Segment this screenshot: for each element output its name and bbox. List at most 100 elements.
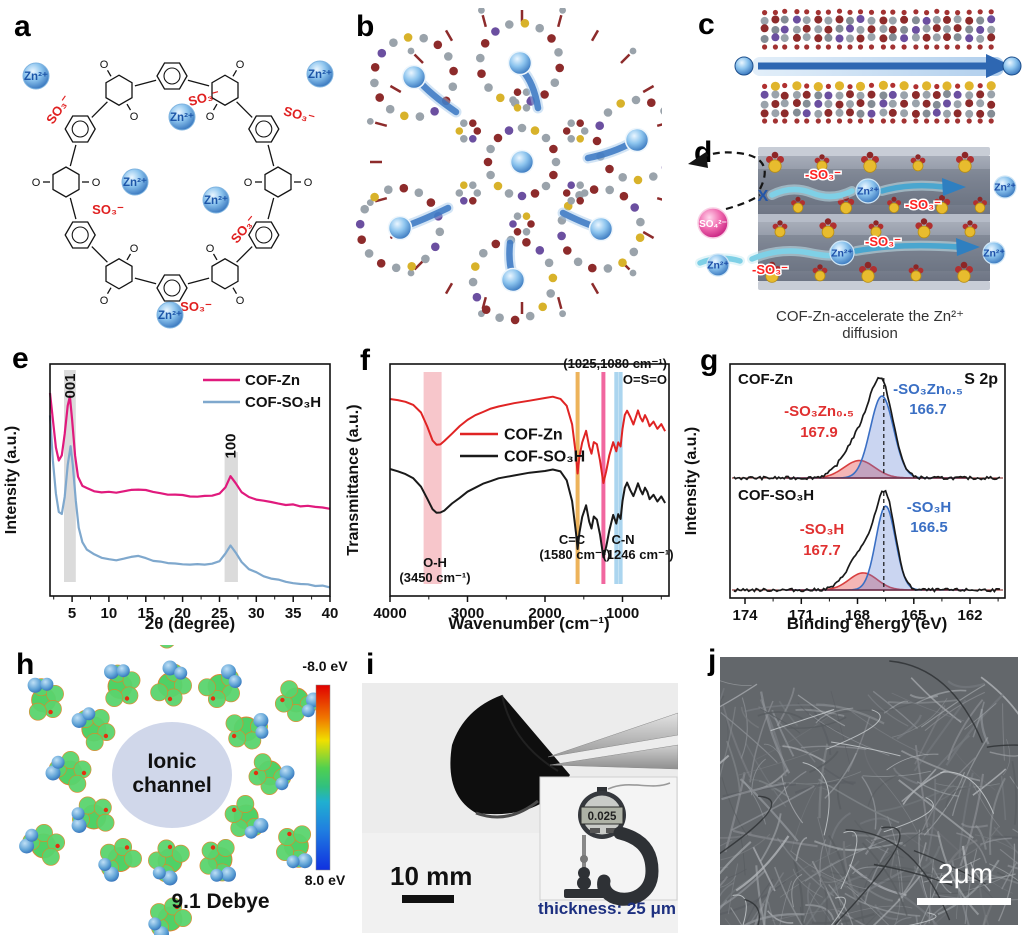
panel-g-xps-chart: COF-Zn -SO₃Zn₀.₅ 167.9 -SO₃Zn₀.₅ 166.7 COF-SO… xyxy=(683,363,1006,633)
ftir-ylabel: Transmittance (a.u.) xyxy=(345,404,362,555)
thickness-caption: thickness: 25 μm xyxy=(538,899,676,918)
so3-group-label: SO₃⁻ xyxy=(92,202,124,217)
ftir-xlabel: Wavenumber (cm⁻¹) xyxy=(448,614,609,633)
zn-ion-sphere xyxy=(500,267,526,293)
ftir-tick-label: 2000 xyxy=(528,605,561,622)
zn-ion-label: Zn²⁺ xyxy=(158,310,182,322)
ftir-annotation: (1580 cm⁻¹) xyxy=(539,547,610,562)
zn-ion-label: Zn²⁺ xyxy=(204,195,228,207)
xrd-tick-label: 40 xyxy=(322,605,339,622)
panel-e-xrd-chart: 5 10 15 20 25 30 35 40 001 100 COF-Zn COF-SO₃H 2θ (d… xyxy=(3,363,339,633)
so3-group-label: SO₃⁻ xyxy=(282,103,317,126)
zn-ion-sphere xyxy=(734,56,754,76)
sem-scale-label: 2μm xyxy=(938,858,994,889)
photo-scale-label: 10 mm xyxy=(390,861,473,891)
xps-tick-label: 174 xyxy=(732,607,758,624)
xps-tick-label: 162 xyxy=(957,607,982,624)
zn-ion-sphere xyxy=(1002,56,1022,76)
xps-peak-label: -SO₃H xyxy=(800,521,844,538)
panel-f-ftir-chart: 4000 3000 2000 1000 COF-Zn COF-SO₃H (1025,1080… xyxy=(345,356,674,633)
xps-tick-label: 171 xyxy=(789,607,814,624)
xps-ylabel: Intensity (a.u.) xyxy=(683,427,700,535)
zn-ion-label: Zn²⁺ xyxy=(994,182,1016,194)
panel-h-label: h xyxy=(16,648,35,681)
zn-ion-badge xyxy=(22,62,50,90)
zn-ion-sphere xyxy=(588,216,614,242)
xrd-curve-1 xyxy=(48,415,331,589)
zn-ion-sphere xyxy=(829,240,855,266)
zn-ion-sphere xyxy=(401,64,427,90)
panel-f-label: f xyxy=(360,344,370,377)
so3-site-label: -SO₃⁻ xyxy=(865,234,901,249)
panel-h-esp-map xyxy=(19,645,331,935)
xps-experimental-curve xyxy=(733,376,1001,482)
colorbar-max-label: -8.0 eV xyxy=(302,658,348,674)
zn-ion-badge xyxy=(121,168,149,196)
panel-a-label: a xyxy=(14,10,31,43)
zn-ion-label: Zn²⁺ xyxy=(123,177,147,189)
xps-tick-label: 168 xyxy=(845,607,870,624)
ftir-annotation: O-H xyxy=(423,555,447,570)
dipole-caption: 9.1 Debye xyxy=(171,890,270,913)
ftir-curve-0 xyxy=(389,395,666,484)
zn-ion-sphere xyxy=(509,149,535,175)
photo-scale-bar xyxy=(402,895,454,903)
atom-o-label: O xyxy=(92,177,101,189)
xps-peak-value: 167.7 xyxy=(803,542,841,559)
xps-sample-label: COF-SO₃H xyxy=(738,487,814,504)
colorbar-min-label: 8.0 eV xyxy=(304,872,346,888)
atom-o-label: O xyxy=(236,59,245,71)
atom-o-label: O xyxy=(130,243,139,255)
sem-scale-bar xyxy=(917,898,1011,905)
atom-o-label: O xyxy=(236,295,245,307)
ftir-legend-label: COF-SO₃H xyxy=(504,449,585,466)
panel-d-diffusion-scheme: Zn²⁺ Zn²⁺ Zn²⁺ Zn²⁺ Zn²⁺ SO₄²⁻ X -SO₃⁻ -SO₃⁻ -SO₃… xyxy=(688,147,1017,290)
atom-o-label: O xyxy=(206,243,215,255)
zn-ion-sphere xyxy=(507,50,533,76)
xrd-highlight-band xyxy=(64,370,76,582)
zn-ion-badge xyxy=(156,301,184,329)
xrd-highlight-band xyxy=(224,452,238,582)
panel-i-label: i xyxy=(366,648,375,681)
rejected-path-dashed-arrow xyxy=(725,194,761,211)
xps-xlabel: Binding energy (eV) xyxy=(787,614,948,633)
xps-peak-label: -SO₃Zn₀.₅ xyxy=(893,381,963,398)
so3-site-label: -SO₃⁻ xyxy=(752,262,788,277)
ftir-annotation: (1246 cm⁻¹) xyxy=(602,547,673,562)
ionic-channel-label: Ionic channel xyxy=(132,750,212,798)
so4-ion-sphere xyxy=(697,207,729,239)
zn-ion-label: Zn²⁺ xyxy=(170,112,194,124)
xrd-peak-label: 001 xyxy=(62,373,79,398)
xrd-curve-0 xyxy=(48,392,331,510)
xrd-ylabel: Intensity (a.u.) xyxy=(3,426,20,534)
xrd-xlabel: 2θ (degree) xyxy=(145,614,235,633)
panel-c-cof-sideview xyxy=(734,8,1022,124)
zn-ion-sphere xyxy=(706,253,730,277)
ftir-annotation: (3450 cm⁻¹) xyxy=(399,570,470,585)
zn-ion-badge xyxy=(306,60,334,88)
ftir-band xyxy=(614,372,619,584)
ftir-tick-label: 4000 xyxy=(373,605,406,622)
tweezers xyxy=(549,744,678,770)
zn-ion-label: Zn²⁺ xyxy=(983,248,1005,260)
panel-j-sem-image xyxy=(720,657,1018,925)
atom-o-label: O xyxy=(130,111,139,123)
xrd-peak-label: 100 xyxy=(223,433,240,458)
so3-site-label: -SO₃⁻ xyxy=(805,167,841,182)
xrd-tick-label: 5 xyxy=(68,605,76,622)
zn-ion-label: Zn²⁺ xyxy=(831,248,853,260)
panel-d-caption: COF-Zn-accelerate the Zn²⁺ diffusion xyxy=(776,308,964,343)
atom-o-label: O xyxy=(206,111,215,123)
xrd-legend-label: COF-Zn xyxy=(245,372,300,389)
atom-o-label: O xyxy=(100,59,109,71)
xps-peak-label: -SO₃H xyxy=(907,499,951,516)
xrd-tick-label: 30 xyxy=(248,605,265,622)
ftir-legend-label: COF-Zn xyxy=(504,427,563,444)
xps-peak-value: 166.5 xyxy=(910,519,948,536)
xrd-tick-label: 25 xyxy=(211,605,228,622)
so3-group-label: SO₃⁻ xyxy=(180,299,212,314)
atom-o-label: O xyxy=(100,295,109,307)
zn-ion-sphere xyxy=(982,241,1006,265)
